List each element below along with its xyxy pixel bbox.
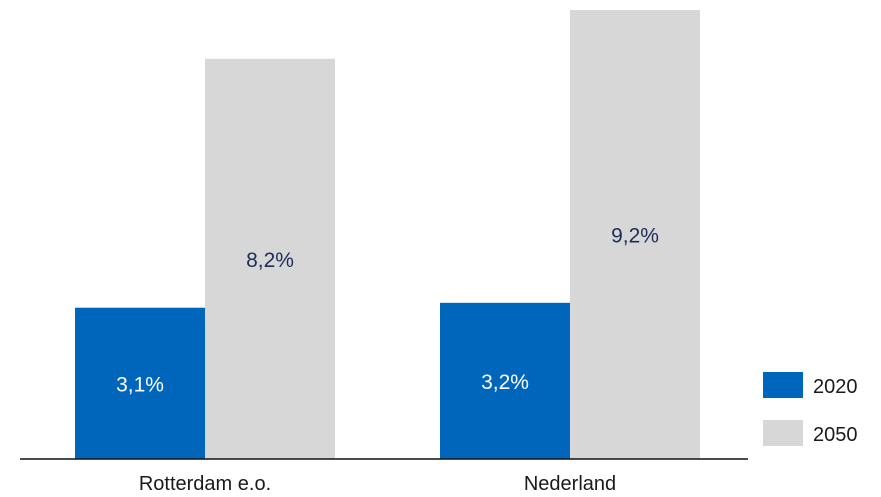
category-label-0: Rotterdam e.o. [139, 473, 271, 495]
legend-swatch-2020 [763, 372, 803, 398]
data-label-2020-1: 3,2% [481, 371, 529, 394]
legend-label-2050: 2050 [813, 424, 858, 446]
legend-label-2020: 2020 [813, 376, 858, 398]
data-label-2050-1: 9,2% [611, 225, 659, 248]
data-label-2020-0: 3,1% [116, 373, 164, 396]
bar-2050-1 [570, 10, 700, 459]
bar-2020-1 [440, 302, 570, 459]
bar-2020-0 [75, 307, 205, 459]
category-label-1: Nederland [524, 473, 616, 495]
legend-swatch-2050 [763, 420, 803, 446]
data-label-2050-0: 8,2% [246, 249, 294, 272]
bar-2050-0 [205, 58, 335, 459]
